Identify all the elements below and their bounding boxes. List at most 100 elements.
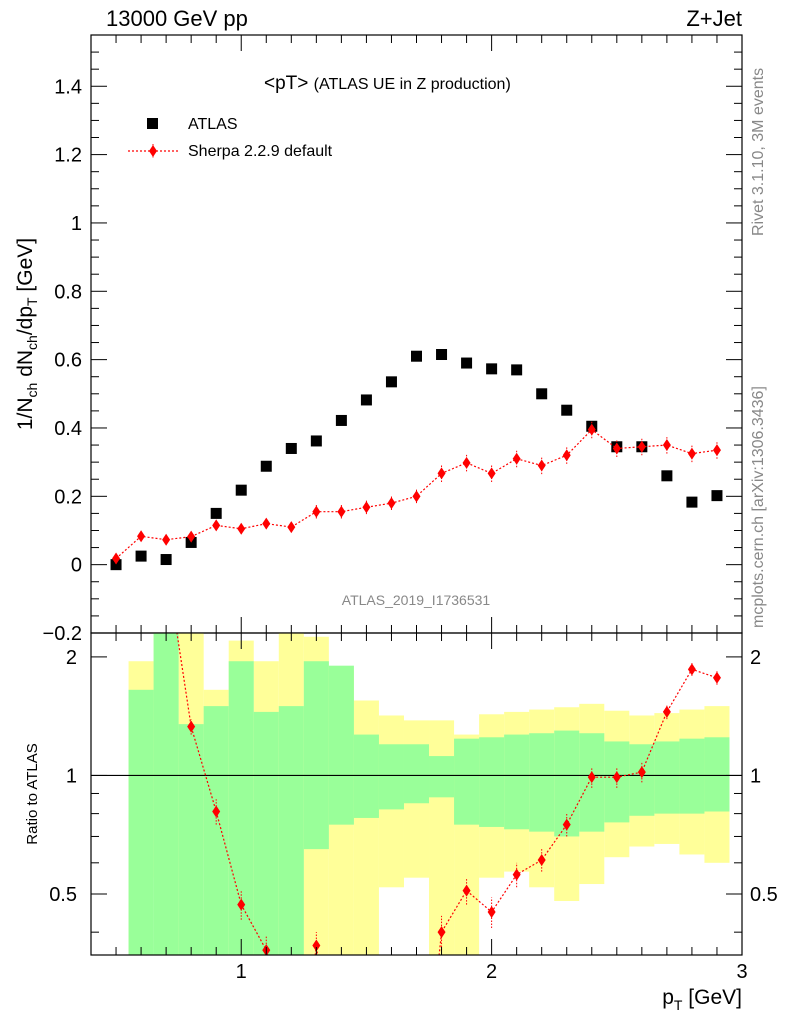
atlas-point bbox=[385, 376, 397, 388]
ratio-point bbox=[512, 868, 521, 881]
atlas-point bbox=[561, 404, 573, 416]
ratio-xtick-label: 2 bbox=[486, 961, 497, 983]
atlas-point bbox=[686, 496, 698, 508]
atlas-point bbox=[285, 442, 297, 454]
ratio-panel: 0.5 0.5 1 1 2 2 1 2 3 Ratio to ATLAS pT [GeV] bbox=[24, 632, 778, 1013]
x-axis-label: pT [GeV] bbox=[662, 986, 742, 1013]
sherpa-point bbox=[287, 521, 296, 534]
sherpa-point bbox=[112, 552, 121, 565]
ratio-band-inner bbox=[529, 733, 555, 832]
main-ytick-label: −0.2 bbox=[43, 623, 82, 645]
atlas-point bbox=[235, 484, 247, 496]
ratio-band-inner bbox=[679, 738, 705, 814]
ratio-point bbox=[712, 671, 721, 684]
sherpa-point bbox=[312, 505, 321, 518]
ratio-band-inner bbox=[278, 706, 304, 955]
ratio-point bbox=[487, 906, 496, 919]
ratio-band-inner bbox=[353, 734, 379, 818]
atlas-point bbox=[210, 507, 222, 519]
atlas-point bbox=[110, 559, 122, 571]
ratio-line-mid bbox=[314, 945, 319, 955]
main-ytick-label: 0 bbox=[71, 555, 82, 577]
ratio-ytick-label-left: 1 bbox=[66, 765, 77, 787]
ratio-point bbox=[662, 705, 671, 718]
sherpa-point bbox=[337, 505, 346, 518]
main-ytick-label: 1 bbox=[71, 213, 82, 235]
ratio-band-inner bbox=[303, 661, 329, 850]
ratio-ytick-label-right: 2 bbox=[750, 647, 761, 669]
ratio-point bbox=[562, 818, 571, 831]
main-ytick-label: 0.4 bbox=[54, 418, 82, 440]
ratio-band-inner bbox=[654, 741, 680, 814]
atlas-point bbox=[310, 435, 322, 447]
sherpa-point bbox=[412, 490, 421, 503]
ratio-band-inner bbox=[479, 737, 505, 827]
ratio-ytick-label-right: 0.5 bbox=[750, 884, 778, 906]
main-ytick-label: 1.2 bbox=[54, 145, 82, 167]
main-ytick-label: 0.2 bbox=[54, 486, 82, 508]
main-y-axis-label: 1/Nch dNch/dpT [GeV] bbox=[14, 238, 40, 430]
main-ytick-label: 1.4 bbox=[54, 76, 82, 98]
ratio-band-inner bbox=[504, 734, 530, 830]
sherpa-point bbox=[462, 456, 471, 469]
ratio-data-marks bbox=[176, 633, 721, 955]
sherpa-point bbox=[662, 439, 671, 452]
ratio-band-inner bbox=[328, 665, 354, 825]
ratio-xtick-label: 1 bbox=[236, 961, 247, 983]
ratio-ytick-label-right: 1 bbox=[750, 765, 761, 787]
legend-atlas-label: ATLAS bbox=[188, 116, 238, 133]
legend: ATLAS Sherpa 2.2.9 default bbox=[128, 116, 333, 160]
ratio-point bbox=[312, 939, 321, 952]
ratio-band-inner bbox=[203, 706, 229, 955]
ratio-axis-ticks: 0.5 0.5 1 1 2 2 1 2 3 bbox=[49, 633, 778, 983]
ratio-point bbox=[187, 720, 196, 733]
ratio-point bbox=[537, 853, 546, 866]
ratio-xtick-label: 3 bbox=[736, 961, 747, 983]
atlas-point bbox=[486, 363, 498, 375]
ratio-series bbox=[176, 633, 721, 955]
ratio-band-inner bbox=[378, 744, 404, 810]
ratio-point bbox=[612, 771, 621, 784]
sherpa-point bbox=[562, 449, 571, 462]
atlas-point bbox=[511, 364, 523, 376]
ratio-point bbox=[437, 926, 446, 939]
sherpa-point bbox=[237, 522, 246, 535]
atlas-point bbox=[536, 388, 548, 400]
atlas-point bbox=[335, 414, 347, 426]
mcplots-label: mcplots.cern.ch [arXiv:1306.3436] bbox=[750, 386, 767, 628]
ratio-band-inner bbox=[128, 689, 154, 955]
legend-atlas-marker bbox=[147, 118, 158, 129]
ratio-band-inner bbox=[253, 711, 279, 955]
sherpa-point bbox=[212, 519, 221, 532]
ratio-band-inner bbox=[454, 738, 480, 825]
sherpa-point bbox=[487, 467, 496, 480]
main-ytick-label: 0.6 bbox=[54, 350, 82, 372]
sherpa-point bbox=[262, 517, 271, 530]
atlas-point bbox=[135, 550, 147, 562]
ratio-frame bbox=[90, 632, 743, 956]
ratio-y-axis-label: Ratio to ATLAS bbox=[24, 743, 41, 844]
legend-sherpa-label: Sherpa 2.2.9 default bbox=[188, 143, 333, 160]
sherpa-point bbox=[162, 533, 171, 546]
ratio-band-inner bbox=[228, 661, 254, 955]
sherpa-point bbox=[187, 530, 196, 543]
atlas-point bbox=[661, 470, 673, 482]
chart-title: <pT> (ATLAS UE in Z production) bbox=[264, 73, 511, 94]
header-right: Z+Jet bbox=[686, 6, 742, 31]
sherpa-point bbox=[687, 447, 696, 460]
ratio-point bbox=[687, 663, 696, 676]
ratio-point bbox=[237, 898, 246, 911]
main-ytick-label: 0.8 bbox=[54, 281, 82, 303]
ratio-point bbox=[212, 805, 221, 818]
sherpa-point bbox=[137, 530, 146, 543]
main-data-marks bbox=[110, 349, 723, 571]
sherpa-point bbox=[537, 459, 546, 472]
sherpa-point bbox=[437, 467, 446, 480]
ratio-point bbox=[637, 766, 646, 779]
analysis-watermark: ATLAS_2019_I1736531 bbox=[342, 592, 491, 608]
ratio-uncertainty-bands bbox=[128, 633, 730, 955]
legend-sherpa-marker bbox=[149, 145, 157, 157]
main-panel: −0.2 0 0.2 0.4 0.6 0.8 1 1.2 1.4 <pT> (ATLAS UE … bbox=[14, 34, 743, 645]
sherpa-point bbox=[712, 444, 721, 457]
ratio-point bbox=[462, 884, 471, 897]
